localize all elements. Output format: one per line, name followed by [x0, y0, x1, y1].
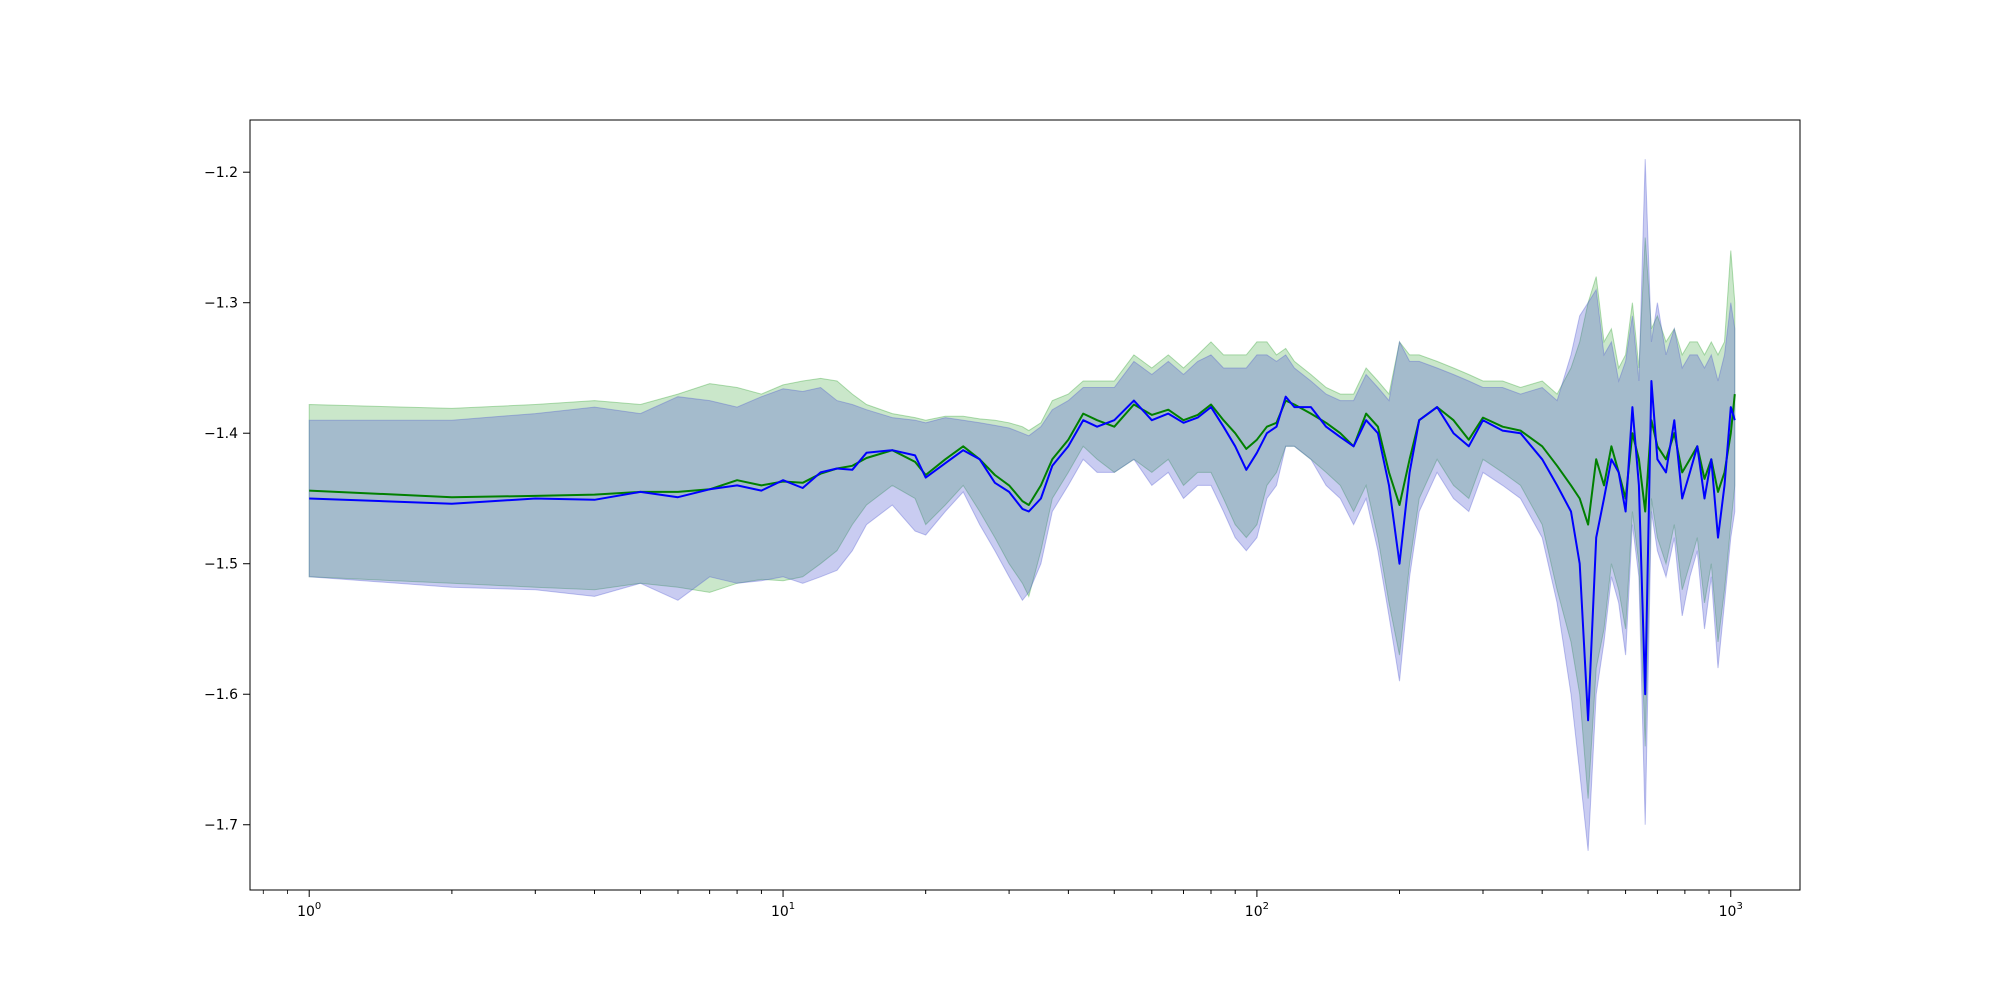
- confidence-bands: [308, 159, 1736, 851]
- x-tick-label: 100: [297, 901, 321, 920]
- series-lines: [309, 380, 1736, 722]
- series-1-band: [308, 237, 1736, 799]
- plot-frame: [249, 119, 1801, 891]
- series-2-band: [308, 159, 1736, 851]
- y-tick-label: −1.2: [204, 165, 238, 181]
- y-axis: −1.2 −1.3 −1.4 −1.5 −1.6 −1.7: [204, 165, 250, 834]
- y-tick-label: −1.3: [204, 296, 238, 312]
- series-2-line: [309, 380, 1736, 722]
- y-tick-label: −1.4: [204, 426, 238, 442]
- y-tick-label: −1.5: [204, 557, 238, 573]
- x-tick-label: 101: [771, 901, 795, 920]
- x-tick-label: 103: [1719, 901, 1743, 920]
- x-tick-label: 102: [1245, 901, 1269, 920]
- x-axis: 100 101 102 103: [262, 890, 1743, 920]
- y-tick-label: −1.6: [204, 687, 238, 703]
- y-tick-label: −1.7: [204, 818, 238, 834]
